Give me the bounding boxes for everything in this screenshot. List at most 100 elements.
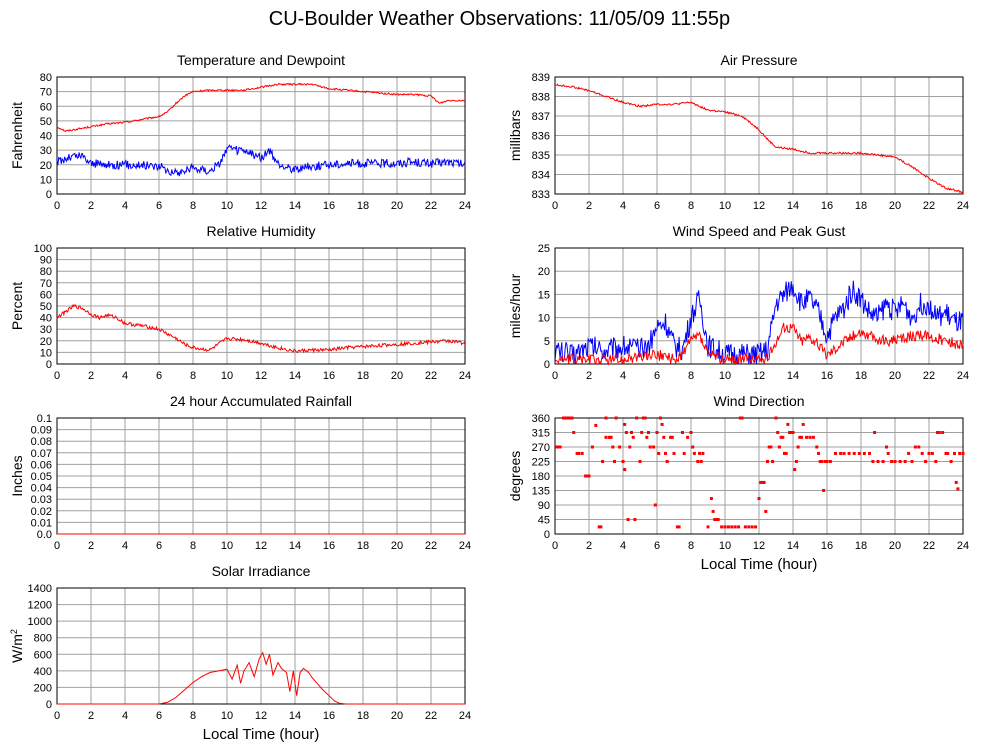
- data-point: [743, 525, 747, 529]
- data-point: [822, 489, 826, 492]
- data-point: [847, 451, 851, 455]
- data-point: [711, 509, 715, 513]
- x-tick-label: 0: [54, 540, 60, 552]
- y-axis-label: miles/hour: [507, 273, 523, 338]
- data-point: [577, 451, 581, 455]
- y-tick-label: 315: [532, 428, 550, 440]
- x-axis-label: Local Time (hour): [203, 726, 320, 743]
- x-tick-label: 16: [323, 710, 335, 722]
- data-point: [648, 445, 652, 449]
- x-tick-label: 24: [459, 370, 471, 382]
- x-tick-label: 16: [323, 540, 335, 552]
- y-tick-label: 30: [40, 145, 52, 157]
- data-point: [633, 518, 637, 521]
- y-tick-label: 0.0: [37, 529, 52, 541]
- x-tick-label: 4: [122, 370, 128, 382]
- data-point: [871, 460, 875, 463]
- data-point: [641, 416, 645, 420]
- data-point: [781, 435, 785, 439]
- data-point: [876, 460, 880, 463]
- data-point: [764, 509, 768, 513]
- series-line: [56, 144, 466, 177]
- data-point: [913, 445, 917, 449]
- data-point: [783, 451, 786, 455]
- data-point: [817, 451, 820, 455]
- data-point: [675, 525, 679, 529]
- data-point: [771, 460, 775, 463]
- y-axis-label: Inches: [9, 455, 25, 496]
- x-tick-label: 10: [719, 370, 731, 382]
- y-tick-label: 800: [34, 633, 52, 645]
- y-tick-label: 833: [532, 189, 550, 201]
- data-point: [910, 460, 914, 463]
- y-tick-label: 100: [34, 243, 52, 255]
- y-axis-label: W/m2: [9, 629, 25, 663]
- x-tick-label: 2: [88, 200, 94, 212]
- data-point: [954, 480, 958, 484]
- data-point: [898, 460, 902, 463]
- y-tick-label: 20: [40, 160, 52, 172]
- data-point: [563, 416, 567, 420]
- x-tick-label: 6: [654, 370, 660, 382]
- x-tick-label: 2: [586, 200, 592, 212]
- x-tick-label: 12: [255, 370, 267, 382]
- x-tick-label: 16: [821, 370, 833, 382]
- x-tick-label: 24: [957, 540, 969, 552]
- data-point: [599, 525, 603, 529]
- data-point: [623, 422, 627, 426]
- y-tick-label: 1200: [28, 600, 52, 612]
- x-tick-label: 8: [688, 370, 694, 382]
- data-point: [665, 460, 669, 463]
- data-point: [762, 480, 766, 484]
- y-axis-label-superscript: 2: [9, 629, 19, 634]
- data-point: [805, 435, 809, 439]
- data-point: [818, 460, 822, 463]
- data-point: [720, 525, 724, 529]
- x-tick-label: 24: [459, 200, 471, 212]
- x-tick-label: 10: [719, 200, 731, 212]
- data-point: [779, 435, 783, 439]
- x-tick-label: 10: [221, 200, 233, 212]
- x-tick-label: 18: [855, 200, 867, 212]
- data-point: [956, 487, 960, 491]
- y-tick-label: 0.08: [31, 436, 52, 448]
- y-tick-label: 60: [40, 101, 52, 113]
- x-tick-label: 6: [156, 200, 162, 212]
- series-line: [554, 83, 964, 194]
- data-point: [555, 445, 559, 449]
- x-tick-label: 20: [889, 370, 901, 382]
- chart-title: Wind Direction: [713, 393, 804, 409]
- x-tick-label: 22: [923, 200, 935, 212]
- data-point: [624, 431, 628, 434]
- data-point: [601, 460, 605, 463]
- data-point: [657, 451, 661, 455]
- y-tick-label: 225: [532, 457, 550, 469]
- y-tick-label: 60: [40, 289, 52, 301]
- x-tick-label: 0: [54, 710, 60, 722]
- data-point: [820, 460, 824, 463]
- data-point: [653, 503, 657, 507]
- data-point: [614, 416, 618, 420]
- y-tick-label: 10: [40, 174, 52, 186]
- x-axis-label: Local Time (hour): [701, 556, 818, 573]
- y-tick-label: 838: [532, 92, 550, 104]
- x-tick-label: 24: [459, 540, 471, 552]
- data-point: [941, 431, 945, 434]
- data-point: [647, 431, 650, 434]
- data-point: [949, 460, 953, 463]
- x-tick-label: 18: [357, 370, 369, 382]
- y-tick-label: 270: [532, 442, 550, 454]
- x-tick-label: 20: [391, 710, 403, 722]
- data-point: [682, 451, 686, 455]
- y-tick-label: 20: [40, 336, 52, 348]
- data-point: [759, 480, 763, 484]
- data-point: [604, 435, 608, 439]
- data-point: [868, 451, 871, 455]
- plot-frame: [554, 76, 964, 195]
- data-point: [623, 468, 627, 472]
- data-point: [794, 460, 798, 463]
- data-point: [946, 451, 950, 455]
